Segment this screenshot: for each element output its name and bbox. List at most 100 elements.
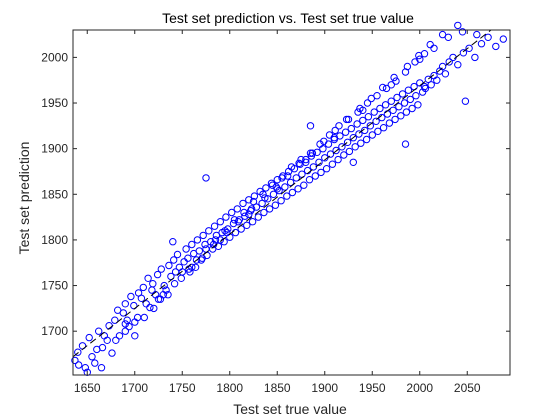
data-point: [362, 135, 371, 144]
data-point: [345, 147, 354, 156]
data-point: [137, 294, 146, 302]
y-axis-label: Test set prediction: [16, 142, 32, 255]
data-point: [459, 49, 468, 57]
data-point: [398, 90, 407, 98]
data-point: [175, 263, 184, 271]
data-point: [142, 300, 150, 308]
data-point: [391, 115, 399, 124]
data-point: [340, 151, 348, 159]
data-point: [376, 104, 384, 113]
data-point: [103, 336, 111, 344]
data-point: [389, 106, 397, 115]
data-point: [243, 221, 251, 230]
data-point: [395, 103, 403, 111]
data-point: [71, 356, 79, 365]
data-point: [445, 58, 453, 66]
data-point: [315, 158, 323, 167]
data-point: [390, 73, 398, 82]
data-point: [119, 309, 128, 317]
data-point: [260, 208, 268, 217]
x-tick-label: 1750: [169, 381, 196, 395]
y-tick-label: 1950: [41, 96, 68, 110]
data-point: [74, 348, 82, 356]
data-point: [406, 95, 414, 104]
data-point: [212, 231, 221, 240]
data-point: [180, 258, 188, 266]
data-point: [334, 155, 342, 164]
data-point: [361, 126, 369, 135]
data-point: [332, 146, 340, 155]
data-point: [169, 238, 177, 246]
x-tick-label: 1650: [74, 381, 101, 395]
data-point: [411, 58, 419, 66]
data-point: [359, 106, 367, 115]
data-point: [302, 155, 310, 164]
data-point: [426, 40, 434, 49]
data-point: [269, 190, 278, 199]
data-point: [326, 150, 335, 158]
data-point: [403, 62, 412, 71]
data-point: [385, 119, 394, 127]
data-point: [331, 126, 339, 135]
data-point: [427, 81, 435, 89]
data-point: [288, 188, 297, 197]
data-point: [75, 361, 83, 369]
data-point: [211, 236, 220, 244]
data-point: [414, 101, 422, 109]
data-point: [374, 127, 382, 136]
data-point: [415, 51, 423, 60]
data-point: [349, 134, 357, 142]
data-point: [146, 303, 154, 312]
x-tick-label: 2000: [406, 381, 433, 395]
data-point: [317, 168, 325, 177]
data-point: [108, 349, 116, 357]
data-point: [438, 30, 447, 39]
x-tick-label: 1950: [359, 381, 386, 395]
data-point: [359, 116, 367, 125]
y-tick-label: 2000: [41, 50, 68, 64]
data-point: [121, 327, 130, 335]
data-point: [412, 92, 420, 100]
data-point: [231, 228, 240, 237]
data-point: [139, 283, 148, 292]
y-tick-label: 1750: [41, 279, 68, 293]
data-points: [71, 21, 507, 376]
data-point: [344, 115, 353, 124]
data-point: [223, 228, 231, 237]
axes: 1650 1700 1750 1800 1850 1900 1950 2000 2050 1700…: [41, 29, 511, 395]
data-point: [335, 122, 343, 130]
data-point: [281, 183, 289, 191]
data-point: [250, 192, 259, 200]
data-point: [159, 291, 168, 299]
data-point: [387, 97, 395, 105]
data-point: [201, 240, 209, 249]
data-point: [226, 233, 234, 241]
data-point: [306, 122, 315, 130]
data-point: [330, 134, 338, 142]
data-point: [210, 222, 219, 230]
data-point: [297, 155, 305, 164]
data-point: [433, 76, 441, 84]
data-point: [188, 240, 196, 249]
data-point: [306, 149, 315, 157]
data-point: [121, 300, 130, 308]
data-point: [471, 53, 479, 62]
data-point: [402, 108, 411, 116]
data-point: [273, 176, 281, 184]
data-point: [170, 256, 178, 264]
data-point: [228, 208, 236, 217]
data-point: [239, 199, 247, 208]
data-point: [382, 84, 391, 93]
data-point: [338, 143, 346, 151]
data-point: [283, 192, 291, 200]
x-tick-label: 2050: [454, 381, 481, 395]
reference-line: [72, 29, 492, 358]
data-point: [241, 212, 249, 220]
data-point: [216, 218, 225, 226]
data-point: [268, 181, 277, 189]
data-point: [272, 183, 280, 191]
data-point: [305, 176, 314, 184]
data-point: [149, 280, 157, 288]
data-point: [199, 231, 207, 240]
data-point: [95, 327, 103, 335]
